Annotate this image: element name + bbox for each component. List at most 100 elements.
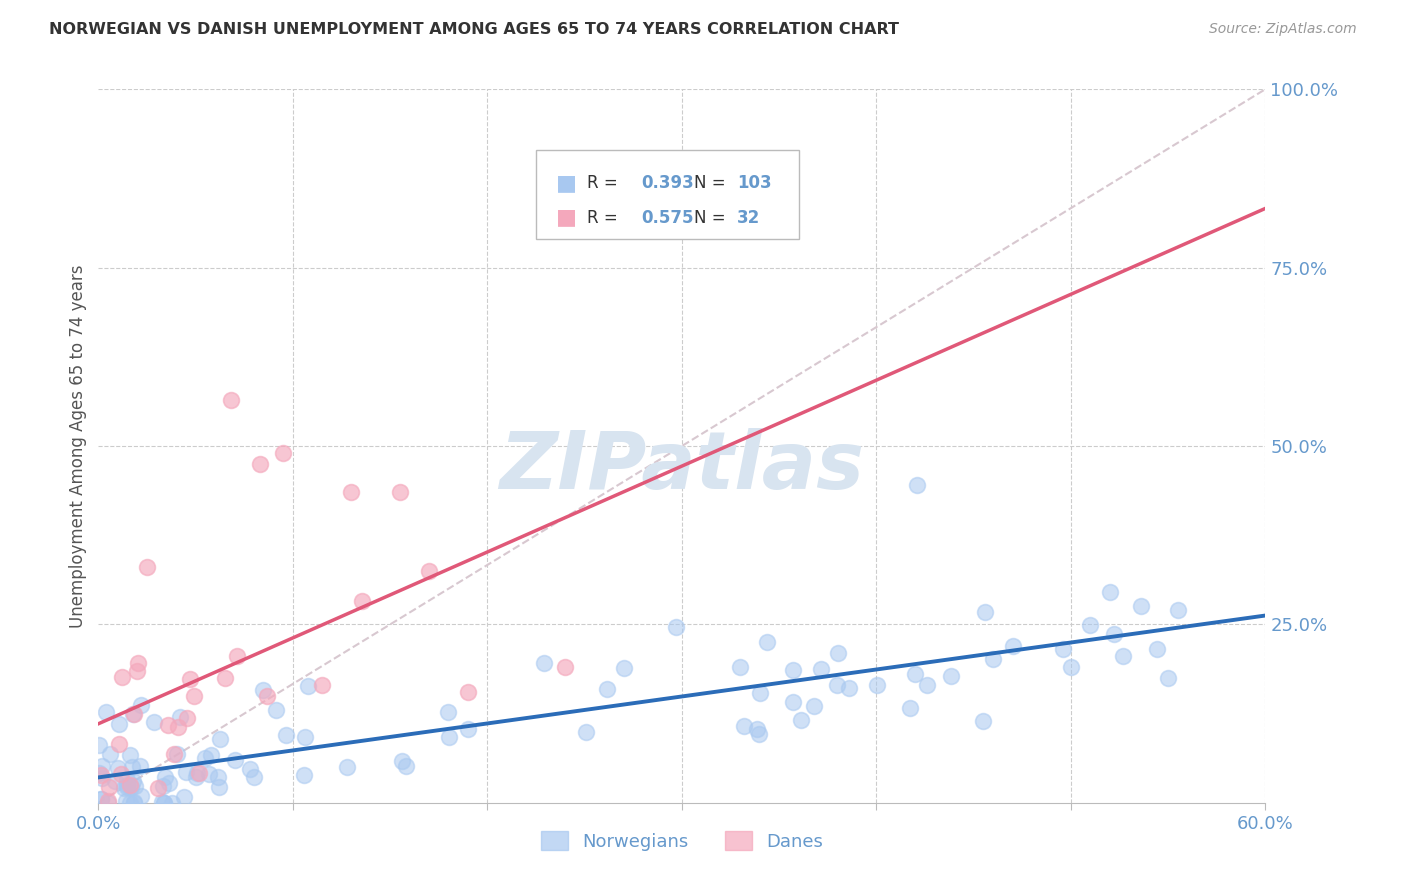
Point — [219, 392, 242, 407]
Point — [249, 457, 271, 471]
Point — [146, 781, 169, 796]
Point — [94, 705, 117, 719]
Point — [152, 779, 174, 793]
Point — [90, 792, 112, 806]
Point — [1130, 599, 1153, 613]
Point — [97, 794, 120, 808]
Point — [186, 765, 208, 780]
Point — [1146, 641, 1168, 656]
Point — [256, 689, 278, 703]
Text: N =: N = — [693, 209, 731, 227]
Point — [1078, 618, 1101, 632]
Point — [90, 792, 112, 806]
Point — [118, 778, 141, 792]
Point — [827, 646, 849, 660]
Point — [733, 719, 755, 733]
Point — [983, 651, 1005, 665]
Point — [87, 766, 110, 780]
Point — [89, 739, 111, 753]
Point — [110, 767, 132, 781]
Text: ■: ■ — [555, 208, 576, 227]
Point — [162, 747, 184, 761]
Text: R =: R = — [588, 209, 623, 227]
Point — [207, 770, 229, 784]
Point — [747, 722, 769, 736]
Point — [748, 686, 770, 700]
Point — [120, 748, 142, 763]
Point — [789, 713, 811, 727]
Point — [905, 478, 928, 492]
Point — [457, 685, 479, 699]
Point — [439, 730, 461, 744]
Text: 0.575: 0.575 — [641, 209, 693, 227]
Point — [1052, 641, 1074, 656]
Point — [340, 485, 363, 500]
Point — [122, 795, 145, 809]
Text: 0.393: 0.393 — [641, 175, 693, 193]
Point — [208, 780, 231, 794]
Point — [838, 681, 860, 695]
Point — [208, 731, 231, 746]
Point — [575, 724, 598, 739]
Point — [252, 682, 274, 697]
Point — [803, 698, 825, 713]
Text: R =: R = — [588, 175, 623, 193]
Point — [128, 759, 150, 773]
Point — [183, 689, 205, 703]
Point — [224, 753, 246, 767]
Point — [179, 673, 201, 687]
Point — [225, 649, 247, 664]
Point — [292, 768, 315, 782]
Text: 103: 103 — [737, 175, 772, 193]
Point — [124, 796, 146, 810]
Point — [90, 771, 112, 785]
Point — [90, 768, 112, 782]
Point — [1157, 671, 1180, 685]
Point — [810, 661, 832, 675]
Point — [613, 661, 636, 675]
Point — [115, 794, 138, 808]
Point — [184, 770, 207, 784]
Point — [91, 759, 114, 773]
Point — [157, 776, 180, 790]
Point — [142, 714, 165, 729]
Point — [214, 671, 236, 685]
Point — [122, 706, 145, 721]
Point — [898, 701, 921, 715]
Point — [264, 703, 287, 717]
Point — [107, 761, 129, 775]
Point — [1098, 585, 1121, 599]
Point — [108, 737, 131, 751]
Point — [174, 764, 197, 779]
Point — [457, 722, 479, 736]
Point — [1060, 660, 1083, 674]
Point — [127, 664, 149, 678]
Point — [554, 660, 576, 674]
Point — [1167, 603, 1189, 617]
Point — [1001, 639, 1024, 653]
Point — [730, 660, 752, 674]
Point — [243, 770, 266, 784]
Text: NORWEGIAN VS DANISH UNEMPLOYMENT AMONG AGES 65 TO 74 YEARS CORRELATION CHART: NORWEGIAN VS DANISH UNEMPLOYMENT AMONG A… — [49, 22, 900, 37]
Point — [122, 706, 145, 721]
Point — [155, 770, 177, 784]
Point — [294, 731, 316, 745]
Point — [98, 780, 121, 795]
Point — [1112, 648, 1135, 663]
Point — [239, 762, 262, 776]
Point — [127, 657, 149, 671]
Point — [533, 656, 555, 670]
Point — [103, 773, 125, 788]
Point — [112, 780, 135, 795]
Point — [136, 560, 159, 574]
Point — [336, 760, 359, 774]
Point — [124, 780, 146, 794]
Point — [120, 780, 142, 795]
Point — [271, 446, 294, 460]
Text: N =: N = — [693, 175, 731, 193]
Point — [395, 758, 418, 772]
Point — [166, 747, 188, 761]
Point — [866, 678, 889, 692]
Point — [194, 750, 217, 764]
Point — [167, 720, 190, 734]
